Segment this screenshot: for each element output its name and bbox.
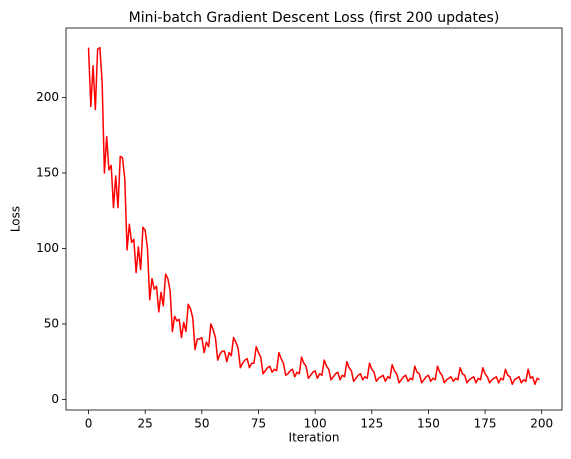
x-tick-label: 125 [360,417,383,431]
y-tick-label: 200 [36,90,59,104]
x-axis-label: Iteration [289,431,340,445]
x-tick-label: 175 [474,417,497,431]
x-tick-label: 150 [417,417,440,431]
x-tick-label: 200 [530,417,553,431]
x-tick-label: 100 [304,417,327,431]
y-axis-label: Loss [9,206,23,232]
y-tick-label: 100 [36,241,59,255]
x-tick-label: 25 [138,417,153,431]
y-tick-label: 0 [51,392,59,406]
y-tick-label: 150 [36,165,59,179]
plot-frame [65,27,563,411]
loss-line [87,46,540,386]
y-tick-label: 50 [44,316,59,330]
x-tick-label: 0 [85,417,93,431]
x-tick-label: 75 [251,417,266,431]
chart-title: Mini-batch Gradient Descent Loss (first … [129,10,500,26]
x-tick-label: 50 [194,417,209,431]
